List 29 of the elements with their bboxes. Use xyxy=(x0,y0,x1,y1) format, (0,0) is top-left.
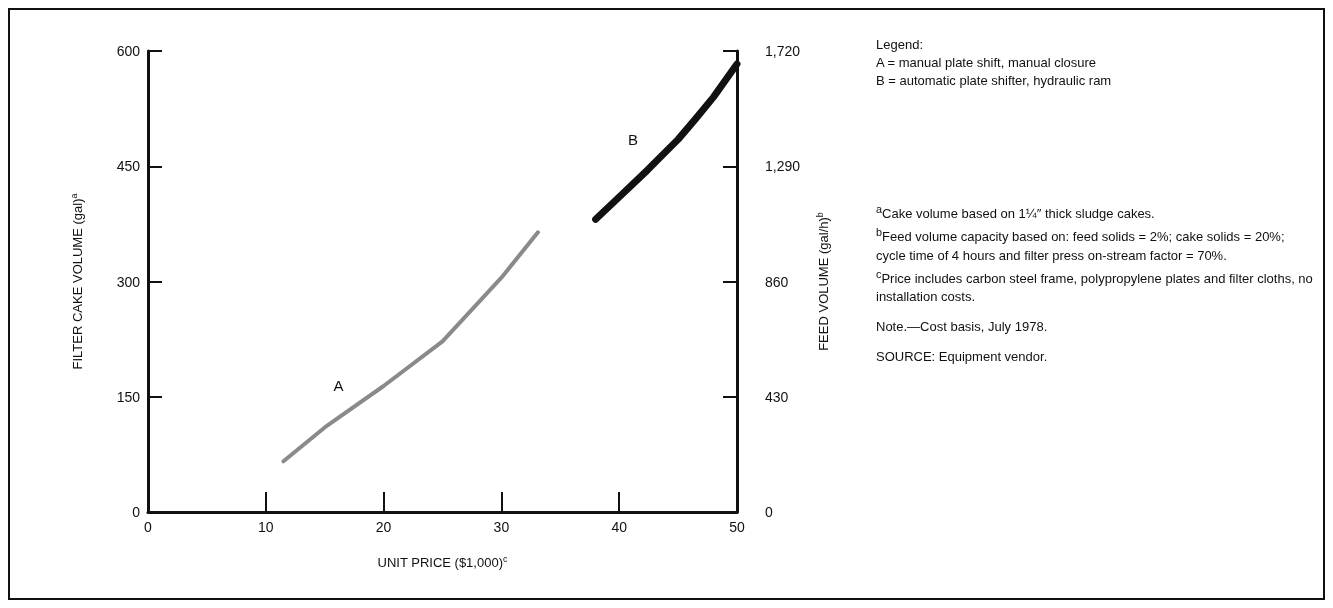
x-tick-label: 50 xyxy=(729,519,745,535)
text: Note.—Cost basis, July 1978. xyxy=(876,318,1049,336)
source-note: SOURCE: Equipment vendor. xyxy=(876,348,1049,366)
y2-axis-title: FEED VOLUME (gal/h)b xyxy=(814,212,831,351)
series-label: A xyxy=(333,377,344,395)
y2-tick-label: 0 xyxy=(765,504,773,520)
y-tick-label: 0 xyxy=(132,504,141,520)
x-tick-label: 40 xyxy=(611,519,628,535)
y-tick-label: 450 xyxy=(116,158,141,175)
y-tick-label: 600 xyxy=(116,43,141,59)
x-tick-label: 0 xyxy=(144,519,153,535)
y2-tick-label: 430 xyxy=(765,388,789,405)
x-tick-label: 20 xyxy=(375,519,392,535)
y2-tick-label: 860 xyxy=(765,273,789,290)
series-label: B xyxy=(628,130,639,148)
text: $^{a}$Cake volume based on 1¼″ thick sludge cakes. xyxy=(876,202,1156,224)
text: B = automatic plate shifter, hydraulic ram xyxy=(876,72,1113,90)
y-tick-label: 300 xyxy=(116,273,141,290)
y-tick-label: 150 xyxy=(116,388,141,405)
line-series xyxy=(281,230,540,464)
y2-tick-label: 1,290 xyxy=(765,158,801,175)
text: Legend: xyxy=(876,36,924,54)
x-tick-label: 10 xyxy=(258,519,274,535)
text: $^{b}$Feed volume capacity based on: feed solids = 2%; cake solids = 20%; cycle time of 4 hours and filter press on-stream factor = 70%. xyxy=(876,225,1286,265)
text: A = manual plate shift, manual closure xyxy=(876,54,1098,72)
y-axis-title: FILTER CAKE VOLUME (gal)a xyxy=(68,193,85,370)
text: $^{c}$Price includes carbon steel frame, polypropylene plates and filter cloths, no installation costs. xyxy=(876,266,1314,306)
y2-tick-label: 1,720 xyxy=(765,43,801,59)
x-tick-label: 30 xyxy=(493,519,510,535)
